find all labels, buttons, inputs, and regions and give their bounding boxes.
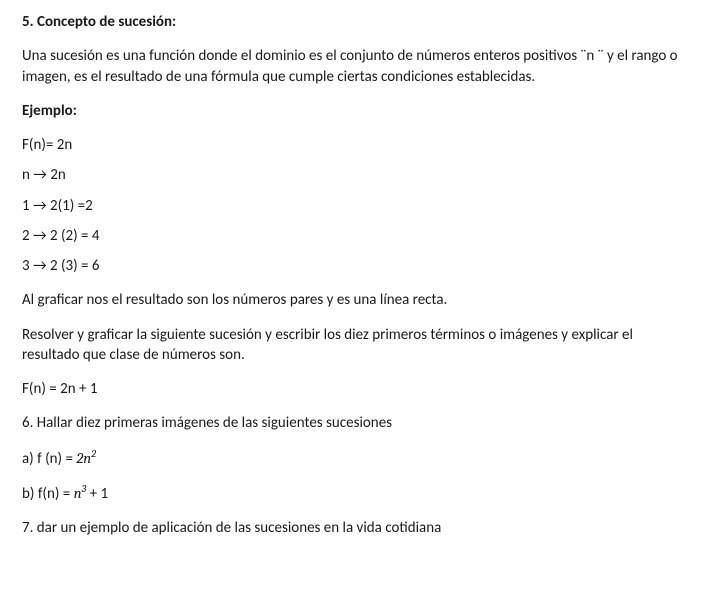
table-row: 3 → 2 (3) = 6 — [22, 256, 692, 276]
table-row: 1 → 2(1) =2 — [22, 196, 692, 216]
item-b-suffix: + 1 — [86, 485, 108, 503]
heading-5: 5. Concepto de sucesión: — [22, 12, 692, 32]
document-page: 5. Concepto de sucesión: Una sucesión es… — [0, 0, 714, 613]
resolver-paragraph: Resolver y graficar la siguiente sucesió… — [22, 325, 692, 366]
item-a-prefix: a) f (n) = — [22, 450, 76, 468]
item-b-base: n — [74, 484, 82, 502]
formula-fn-2n: F(n)= 2n — [22, 135, 692, 155]
heading-6: 6. Hallar diez primeras imágenes de las … — [22, 413, 692, 433]
heading-7: 7. dar un ejemplo de aplicación de las s… — [22, 518, 692, 538]
item-a-math: 2n2 — [76, 449, 96, 467]
item-a-base: 2n — [76, 449, 91, 467]
graficar-paragraph: Al graficar nos el resultado son los núm… — [22, 290, 692, 310]
intro-paragraph: Una sucesión es una función donde el dom… — [22, 46, 692, 87]
ejemplo-label: Ejemplo: — [22, 101, 692, 121]
formula-fn-2n-plus-1: F(n) = 2n + 1 — [22, 379, 692, 399]
item-b-prefix: b) f(n) = — [22, 485, 74, 503]
table-header-row: n → 2n — [22, 165, 692, 185]
item-b: b) f(n) = n3 + 1 — [22, 483, 692, 504]
item-a: a) f (n) = 2n2 — [22, 448, 692, 469]
table-row: 2 → 2 (2) = 4 — [22, 226, 692, 246]
item-a-sup: 2 — [91, 448, 96, 460]
item-b-math: n3 — [74, 484, 87, 502]
